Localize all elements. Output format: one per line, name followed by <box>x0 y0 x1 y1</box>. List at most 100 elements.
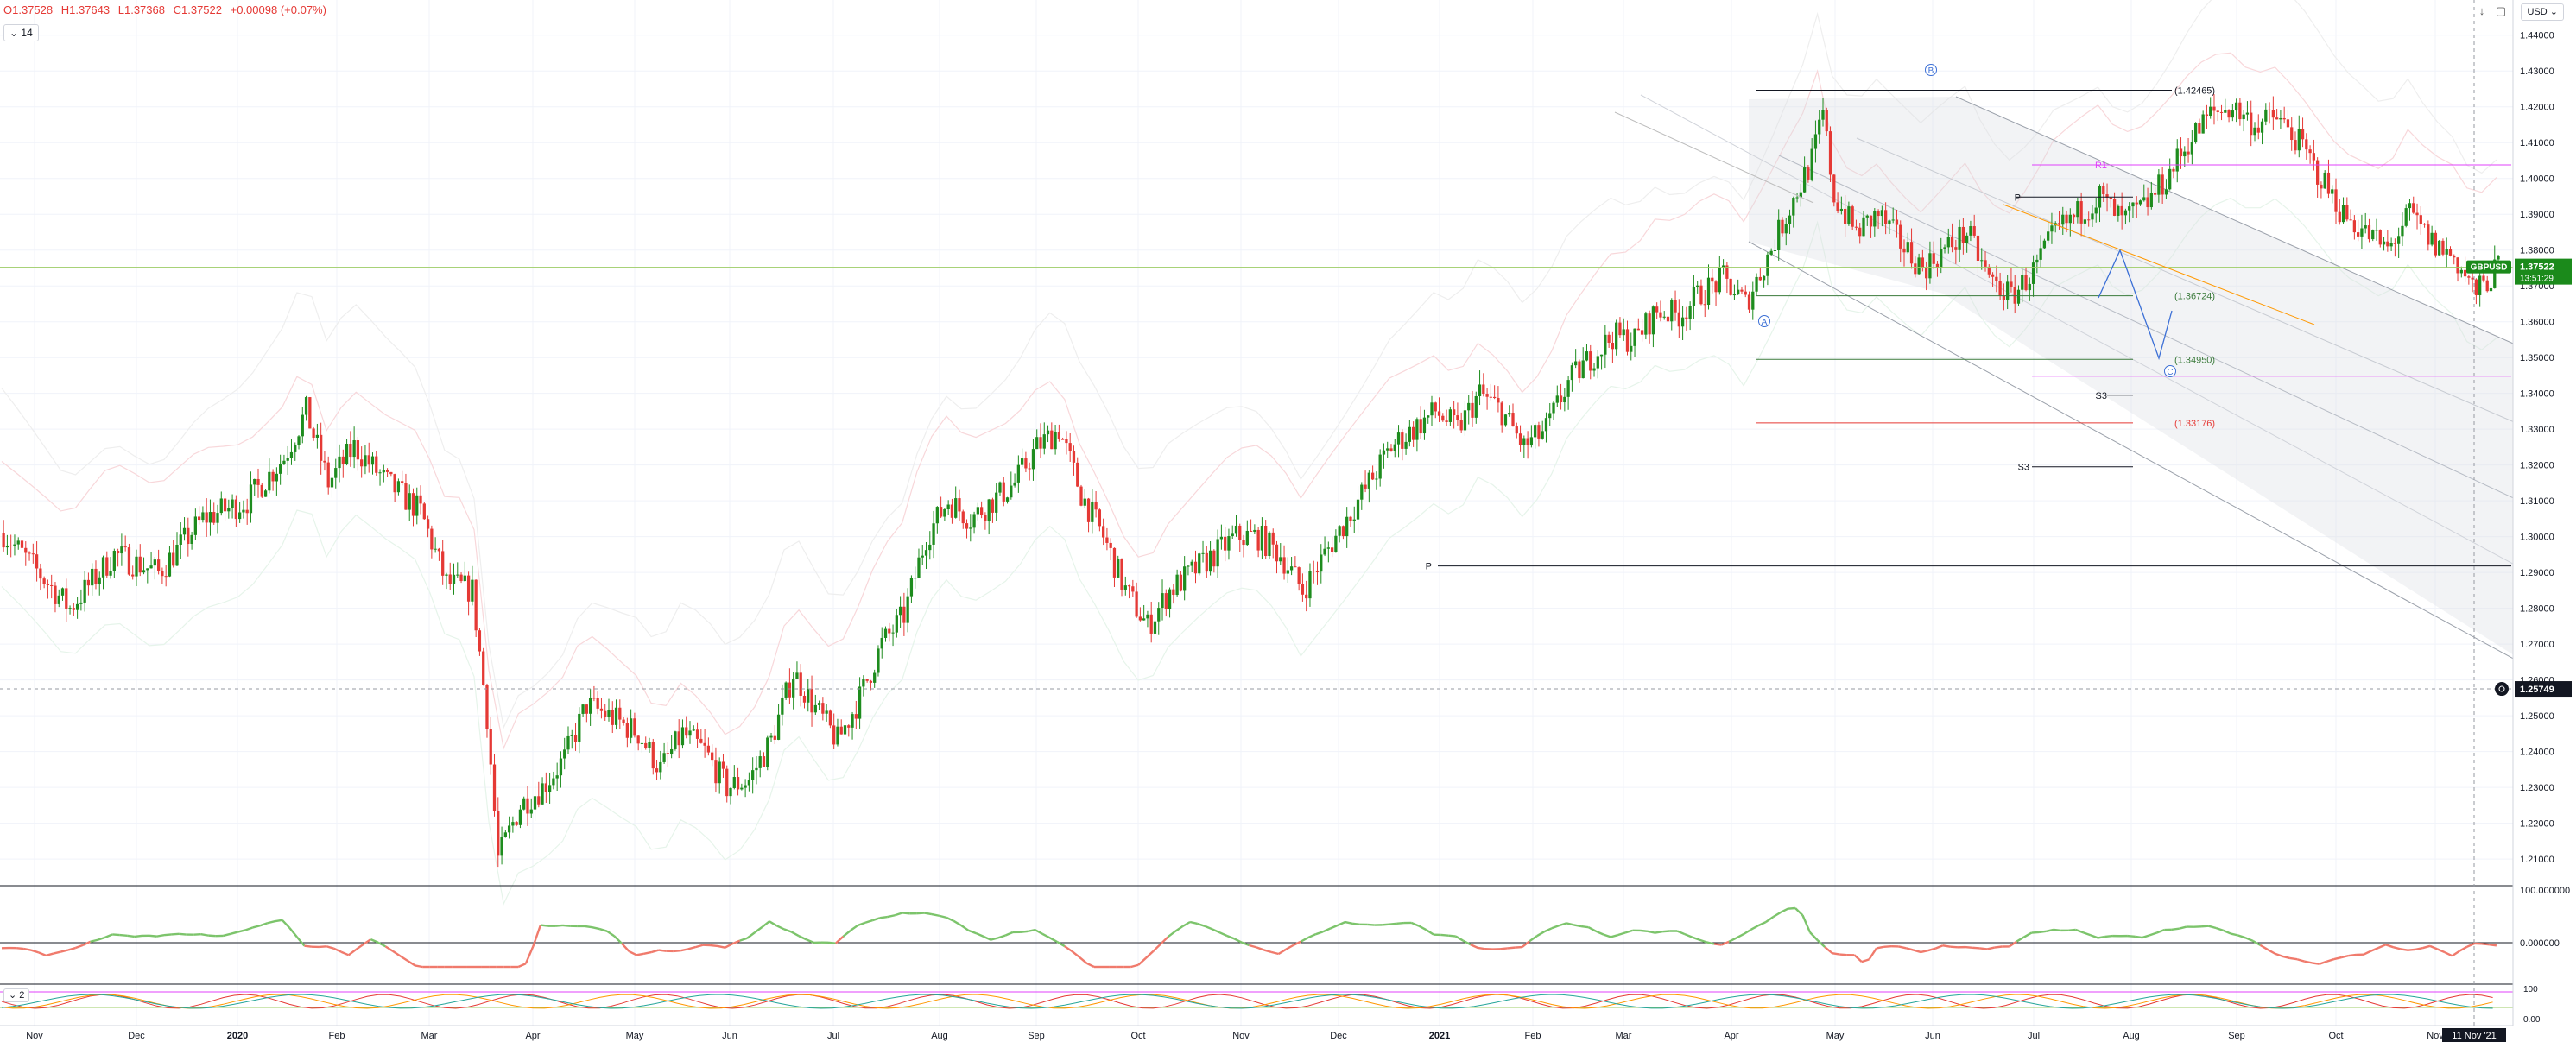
indicator2-value: 2 <box>19 990 24 1001</box>
candle-body <box>2029 284 2031 290</box>
candle-body <box>1748 294 1750 309</box>
candle-body <box>866 679 869 681</box>
osc1-segment <box>253 925 261 927</box>
candle-body <box>423 503 426 519</box>
osc1-segment <box>54 952 61 954</box>
osc1-segment <box>1427 930 1434 934</box>
price-tick-label: 1.25000 <box>2520 711 2554 722</box>
candle-body <box>851 714 853 728</box>
osc1-segment <box>2149 932 2157 935</box>
candle-body <box>1770 251 1773 255</box>
candle-body <box>1206 553 1208 571</box>
candle-body <box>1364 485 1366 489</box>
osc1-segment <box>2320 962 2327 964</box>
indicator-legend-toggle[interactable]: ⌄ 14 <box>3 24 39 41</box>
candle-body <box>128 547 130 575</box>
osc1-segment <box>725 944 733 947</box>
candle-body <box>368 455 370 464</box>
candle-body <box>2021 275 2023 290</box>
candle-body <box>1626 329 1629 351</box>
osc1-segment <box>60 950 68 952</box>
candle-body <box>1693 287 1695 306</box>
candle-body <box>1884 210 1887 224</box>
candle-body <box>1607 335 1610 343</box>
osc1-segment <box>1183 922 1191 926</box>
candle-body <box>855 714 858 718</box>
time-tick-label: Aug <box>2123 1031 2140 1041</box>
candle-body <box>829 710 832 725</box>
candle-body <box>2497 256 2499 260</box>
window-icon[interactable]: ▢ <box>2493 3 2509 19</box>
candle-body <box>1323 549 1326 555</box>
candle-body <box>2449 249 2452 256</box>
currency-select[interactable]: USD ⌄ <box>2521 3 2564 21</box>
candle-body <box>338 457 340 468</box>
osc1-segment <box>1249 945 1256 947</box>
candle-body <box>2191 142 2193 155</box>
candle-body <box>323 461 326 463</box>
candle-body <box>681 727 684 745</box>
candle-body <box>622 720 624 723</box>
candle-body <box>1718 268 1721 293</box>
candle-body <box>972 514 975 527</box>
candle-body <box>1755 277 1757 292</box>
osc1-segment <box>1566 923 1574 925</box>
candle-body <box>2176 148 2179 171</box>
candle-body <box>600 709 603 711</box>
osc1-segment <box>1781 909 1788 912</box>
time-tick-label: Jul <box>2028 1031 2040 1041</box>
candle-body <box>1807 167 1809 180</box>
candle-body <box>183 528 186 535</box>
candle-body <box>2405 208 2408 226</box>
level-label: S3 <box>2096 391 2107 401</box>
candle-body <box>534 796 536 809</box>
indicator2-legend-toggle[interactable]: ⌄ 2 <box>3 988 29 1002</box>
arrow-down-icon[interactable]: ↓ <box>2474 3 2490 19</box>
candle-body <box>146 568 149 570</box>
candle-body <box>604 711 606 717</box>
osc1-segment <box>1810 932 1818 940</box>
candle-body <box>611 710 614 724</box>
osc1-segment <box>1138 958 1146 965</box>
osc1-segment <box>807 939 814 943</box>
candle-body <box>165 576 168 577</box>
candle-body <box>2420 215 2422 224</box>
candle-body <box>1430 402 1433 415</box>
candle-body <box>1268 533 1270 556</box>
osc1-segment <box>1131 965 1139 967</box>
candle-body <box>1644 313 1647 335</box>
osc1-segment <box>762 921 769 927</box>
candle-body <box>977 507 979 514</box>
osc1-segment <box>2098 937 2105 938</box>
candle-body <box>401 481 403 483</box>
candle-body <box>1282 557 1285 573</box>
osc1-segment <box>2268 950 2275 954</box>
candle-body <box>352 440 355 457</box>
level-label: (1.33176) <box>2174 419 2215 429</box>
osc1-segment <box>680 949 688 950</box>
candle-body <box>932 523 934 545</box>
candle-body <box>788 683 791 698</box>
osc1-segment <box>1352 924 1360 925</box>
candle-body <box>1659 313 1661 318</box>
osc1-segment <box>1020 931 1028 932</box>
osc1-segment <box>364 939 371 944</box>
candle-body <box>2389 243 2392 246</box>
candle-body <box>818 703 820 705</box>
candle-body <box>1231 533 1234 536</box>
candle-body <box>449 574 452 584</box>
candle-body <box>1737 290 1739 294</box>
price-tick-label: 1.21000 <box>2520 855 2554 865</box>
candle-body <box>659 762 661 772</box>
candle-body <box>475 580 478 631</box>
osc1-segment <box>2039 931 2047 932</box>
candle-body <box>910 578 913 596</box>
candle-body <box>1039 437 1041 448</box>
chevron-down-icon: ⌄ <box>9 990 16 1001</box>
osc1-segment <box>659 950 667 951</box>
candle-body <box>404 483 407 509</box>
osc1-segment <box>231 932 238 934</box>
oscillator-1 <box>0 908 2513 967</box>
candle-body <box>427 519 429 528</box>
